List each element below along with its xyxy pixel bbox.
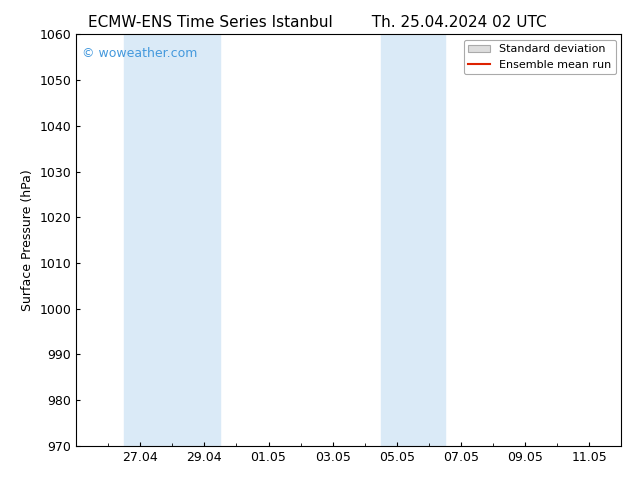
Legend: Standard deviation, Ensemble mean run: Standard deviation, Ensemble mean run <box>463 40 616 74</box>
Y-axis label: Surface Pressure (hPa): Surface Pressure (hPa) <box>21 169 34 311</box>
Text: © woweather.com: © woweather.com <box>82 47 197 60</box>
Bar <box>124 34 221 446</box>
Bar <box>381 34 445 446</box>
Text: ECMW-ENS Time Series Istanbul        Th. 25.04.2024 02 UTC: ECMW-ENS Time Series Istanbul Th. 25.04.… <box>87 15 547 30</box>
